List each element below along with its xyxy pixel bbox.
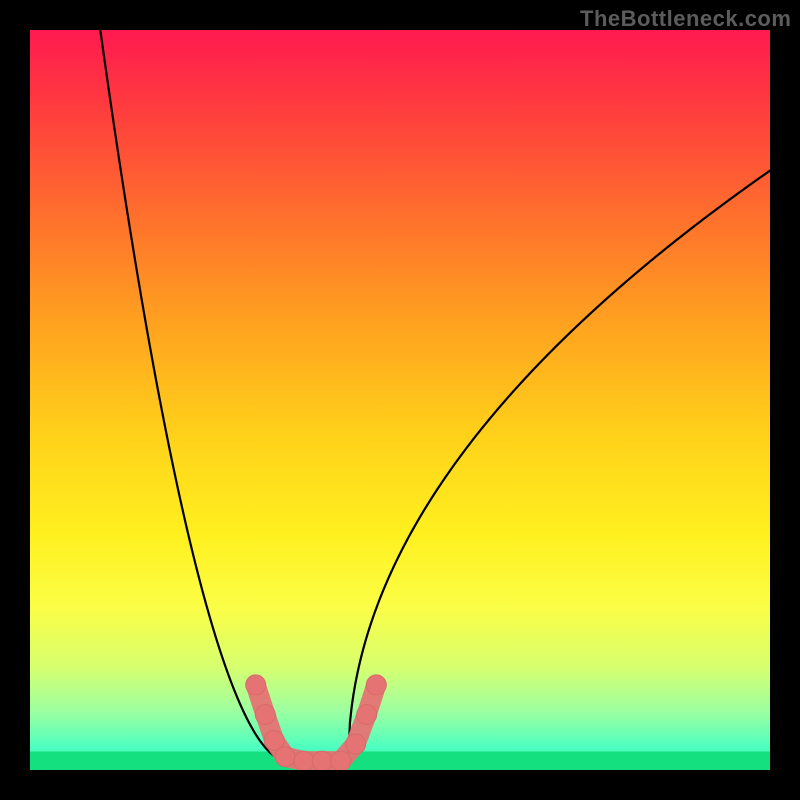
gradient-background <box>30 30 770 770</box>
highlight-marker <box>331 751 351 770</box>
highlight-marker <box>255 705 275 725</box>
highlight-marker <box>346 734 366 754</box>
bottleneck-chart <box>30 30 770 770</box>
highlight-marker <box>246 675 266 695</box>
highlight-marker <box>357 705 377 725</box>
chart-frame <box>30 30 770 770</box>
watermark-text: TheBottleneck.com <box>580 6 791 32</box>
highlight-marker <box>275 747 295 767</box>
highlight-marker <box>366 675 386 695</box>
bottom-band <box>30 752 770 771</box>
highlight-marker <box>294 751 314 770</box>
highlight-marker <box>312 751 332 770</box>
